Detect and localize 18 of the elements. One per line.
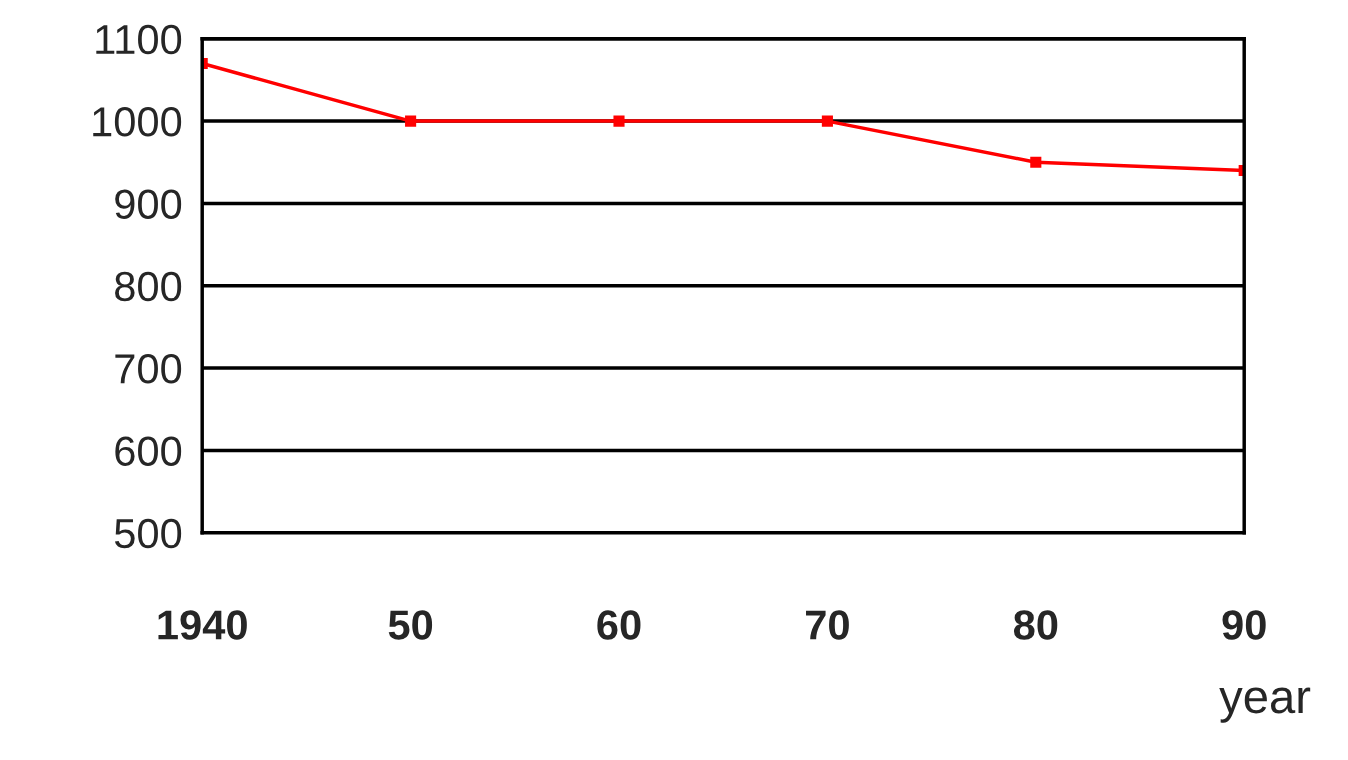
x-tick-label: 80	[1013, 610, 1058, 640]
point	[405, 115, 417, 127]
x-tick-label: 70	[806, 610, 849, 640]
y-tick-label: 800	[115, 271, 182, 302]
point	[821, 115, 833, 127]
y-tick-label: 900	[115, 189, 182, 219]
x-tick-label: 50	[388, 610, 433, 640]
y-tick-label: 1100	[96, 24, 182, 55]
x-tick-label: 90	[1222, 610, 1266, 640]
x-axis-title: year	[1219, 687, 1311, 723]
y-tick-label: 600	[115, 436, 182, 466]
point	[1030, 156, 1042, 168]
y-tick-label: 500	[114, 518, 182, 549]
y-tick-label: 1000	[93, 107, 182, 137]
point	[613, 115, 625, 127]
y-tick-label: 700	[115, 354, 182, 384]
x-tick-label: 60	[597, 610, 641, 640]
x-tick-label: 1940	[158, 610, 247, 640]
